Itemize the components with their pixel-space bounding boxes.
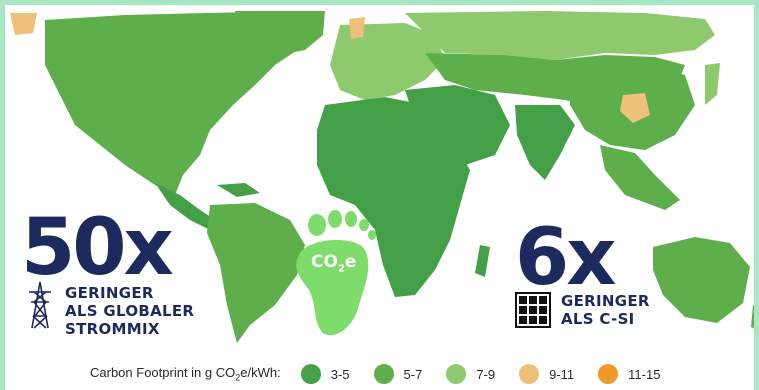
legend-title: Carbon Footprint in g CO2e/kWh: <box>90 365 281 383</box>
region-alaska <box>10 13 37 35</box>
left-stat: 50x <box>21 203 174 293</box>
region-central-america <box>155 183 220 230</box>
region-south-america <box>207 203 305 343</box>
legend-label: 3-5 <box>330 366 350 382</box>
legend-item: 3-5 <box>300 364 350 384</box>
region-africa <box>317 97 470 297</box>
right-stat-text: GERINGER ALS C-SI <box>561 292 650 328</box>
transmission-tower-icon <box>29 281 51 329</box>
legend-title-post: e/kWh: <box>240 365 281 381</box>
right-stat: 6x <box>515 213 617 303</box>
legend-label: 7-9 <box>476 366 496 382</box>
region-china-hotspot <box>620 93 650 123</box>
region-southeast-asia <box>600 145 680 210</box>
footprint-label-main: CO <box>311 252 338 272</box>
region-north-america <box>45 11 305 195</box>
legend-swatch <box>300 364 321 384</box>
legend-item: 5-7 <box>373 364 423 384</box>
region-uk <box>349 17 365 39</box>
footprint-label-tail: e <box>344 252 357 272</box>
right-stat-number: 6x <box>515 213 617 303</box>
region-madagascar <box>475 245 490 277</box>
region-japan <box>705 63 720 105</box>
legend-item: 9-11 <box>519 364 574 384</box>
legend-title-pre: Carbon Footprint in g CO <box>90 365 236 381</box>
region-caribbean <box>217 183 260 197</box>
legend-label: 5-7 <box>403 366 423 382</box>
footprint-icon <box>296 210 376 336</box>
legend-swatch <box>519 364 540 384</box>
legend-title-sub: 2 <box>235 372 241 383</box>
region-europe <box>330 23 445 100</box>
left-stat-line3: STROMMIX <box>65 320 160 338</box>
legend-swatch <box>446 364 467 384</box>
left-stat-text: GERINGER ALS GLOBALER STROMMIX <box>65 284 194 338</box>
left-stat-line2: ALS GLOBALER <box>65 302 195 320</box>
footprint-label-sub: 2 <box>337 263 345 275</box>
left-stat-line1: GERINGER <box>65 284 154 302</box>
region-greenland <box>235 11 325 55</box>
right-stat-line1: GERINGER <box>561 292 650 310</box>
legend-item: 7-9 <box>446 364 495 384</box>
footprint-label: CO2e <box>311 252 356 274</box>
world-map <box>10 11 754 343</box>
region-russia <box>405 11 715 60</box>
right-stat-line2: ALS C-SI <box>561 310 635 328</box>
region-new-zealand <box>751 305 754 329</box>
legend-label: 9-11 <box>549 366 575 382</box>
left-stat-number: 50x <box>21 203 174 293</box>
region-middle-east <box>405 85 510 165</box>
legend-label: 11-15 <box>628 366 661 382</box>
legend-swatch <box>373 364 394 384</box>
region-australia <box>653 237 750 323</box>
region-india <box>515 105 575 180</box>
legend-swatch <box>598 364 619 384</box>
legend-item: 11-15 <box>598 364 660 384</box>
solar-panel-icon <box>515 292 551 328</box>
legend: Carbon Footprint in g CO2e/kWh: 3-5 5-7 … <box>5 353 754 390</box>
